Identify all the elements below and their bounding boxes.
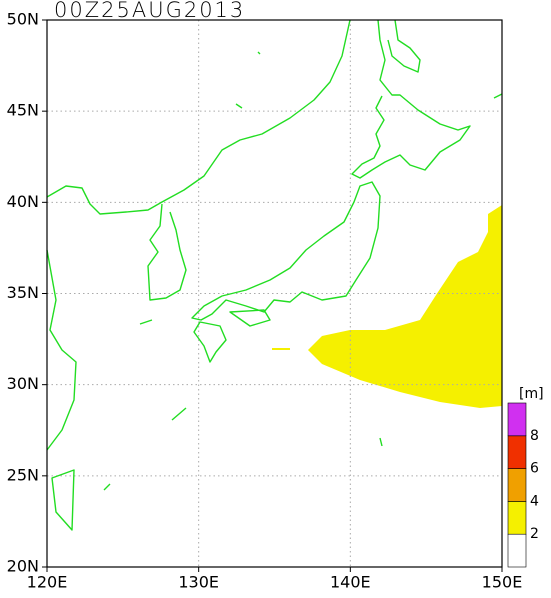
coastline (387, 19, 421, 73)
colorbar-swatch (507, 402, 527, 437)
coastline (191, 181, 381, 321)
y-tick-label: 40N (7, 192, 39, 211)
axes: 120E 130E 140E 150E 20N 25N 30N 35N 40N 45N 50N (7, 10, 523, 592)
coastline (229, 309, 271, 327)
colorbar-label: 6 (530, 461, 539, 477)
y-tick-label: 45N (7, 101, 39, 120)
wave-field (272, 205, 502, 408)
coastline (147, 203, 187, 301)
colorbar-label: 2 (530, 526, 539, 542)
colorbar-swatch (507, 468, 527, 502)
coastline (46, 19, 351, 215)
colorbar-label: 8 (530, 428, 539, 444)
wave-area (308, 205, 502, 408)
coastline (51, 469, 75, 531)
y-tick-label: 50N (7, 10, 39, 29)
colorbar: [m] 2 4 6 8 (507, 386, 544, 568)
y-tick-label: 20N (7, 557, 39, 576)
y-tick-label: 25N (7, 465, 39, 484)
coastline (351, 19, 471, 179)
colorbar-swatch (507, 533, 527, 568)
coastline (46, 249, 77, 451)
wave-area (272, 348, 290, 350)
x-tick-label: 140E (330, 573, 371, 592)
grid (46, 19, 503, 568)
colorbar-label: 4 (530, 493, 539, 509)
y-tick-label: 35N (7, 283, 39, 302)
coastline (103, 51, 503, 491)
colorbar-swatch (507, 435, 527, 469)
x-tick-label: 150E (482, 573, 523, 592)
x-tick-label: 130E (178, 573, 219, 592)
coastlines (46, 19, 503, 531)
coastline (193, 321, 227, 363)
colorbar-unit: [m] (519, 386, 544, 402)
x-tick-label: 120E (27, 573, 68, 592)
map-title: 00Z25AUG2013 (54, 0, 245, 22)
y-tick-label: 30N (7, 374, 39, 393)
colorbar-swatch (507, 501, 527, 535)
